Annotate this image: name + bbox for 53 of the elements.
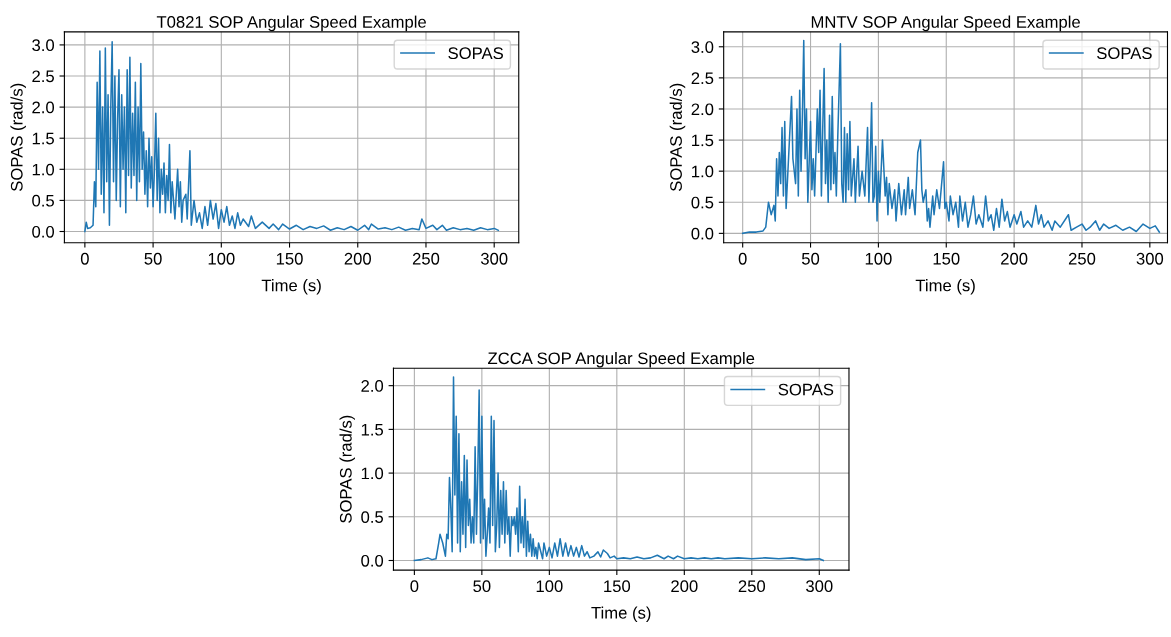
x-tick-label: 0 bbox=[410, 580, 419, 593]
x-tick-label: 150 bbox=[604, 580, 631, 593]
x-tick-label: 50 bbox=[473, 580, 491, 593]
chart-title: MNTV SOP Angular Speed Example bbox=[811, 15, 1080, 32]
y-tick-label: 1.0 bbox=[361, 467, 384, 480]
x-tick-label: 0 bbox=[80, 252, 89, 265]
y-tick-label: 1.5 bbox=[32, 132, 54, 145]
x-tick-label: 50 bbox=[144, 252, 162, 265]
y-tick-label: 1.0 bbox=[692, 165, 714, 178]
x-tick-label: 50 bbox=[801, 252, 820, 265]
x-axis-title: Time (s) bbox=[915, 279, 975, 295]
y-tick-label: 1.5 bbox=[692, 134, 714, 147]
y-axis-title: SOPAS (rad/s) bbox=[339, 415, 355, 523]
y-tick-label: 0.5 bbox=[32, 194, 54, 207]
x-tick-label: 200 bbox=[344, 252, 372, 265]
legend-label: SOPAS bbox=[1097, 47, 1152, 60]
x-tick-label: 250 bbox=[412, 252, 440, 265]
x-tick-label: 250 bbox=[1068, 252, 1096, 265]
y-tick-label: 3.0 bbox=[691, 41, 714, 53]
line-series bbox=[741, 39, 1161, 235]
y-tick-label: 2.0 bbox=[361, 380, 384, 392]
x-tick-label: 200 bbox=[1001, 252, 1028, 265]
x-tick-label: 300 bbox=[1136, 252, 1164, 265]
legend-label: SOPAS bbox=[778, 383, 834, 396]
chart-title: ZCCA SOP Angular Speed Example bbox=[488, 351, 755, 368]
x-tick-label: 100 bbox=[865, 252, 892, 265]
x-tick-label: 150 bbox=[276, 252, 303, 265]
x-tick-label: 300 bbox=[806, 580, 833, 593]
x-tick-label: 250 bbox=[738, 580, 766, 593]
y-tick-label: 0.0 bbox=[32, 225, 55, 238]
chart-title: T0821 SOP Angular Speed Example bbox=[156, 15, 426, 32]
y-tick-label: 2.5 bbox=[691, 72, 714, 85]
y-axis-title: SOPAS (rad/s) bbox=[10, 83, 26, 192]
y-tick-label: 2.5 bbox=[32, 70, 54, 83]
x-tick-label: 150 bbox=[933, 252, 960, 265]
x-axis-title: Time (s) bbox=[591, 606, 651, 623]
x-axis-title: Time (s) bbox=[261, 279, 321, 295]
y-tick-label: 0.5 bbox=[361, 511, 384, 523]
legend-label: SOPAS bbox=[448, 47, 503, 60]
x-tick-label: 0 bbox=[738, 252, 747, 265]
y-tick-label: 3.0 bbox=[32, 39, 55, 52]
y-tick-label: 0.0 bbox=[361, 554, 384, 567]
y-tick-label: 1.5 bbox=[361, 423, 384, 436]
y-tick-label: 2.0 bbox=[32, 101, 55, 114]
x-tick-label: 300 bbox=[480, 252, 508, 265]
y-tick-label: 0.5 bbox=[691, 196, 714, 209]
y-tick-label: 2.0 bbox=[691, 103, 714, 116]
x-tick-label: 100 bbox=[536, 580, 563, 593]
x-tick-label: 200 bbox=[671, 580, 698, 593]
y-axis-title: SOPAS (rad/s) bbox=[669, 83, 686, 192]
y-tick-label: 1.0 bbox=[32, 163, 55, 176]
y-tick-label: 0.0 bbox=[691, 227, 714, 240]
x-tick-label: 100 bbox=[208, 252, 235, 265]
